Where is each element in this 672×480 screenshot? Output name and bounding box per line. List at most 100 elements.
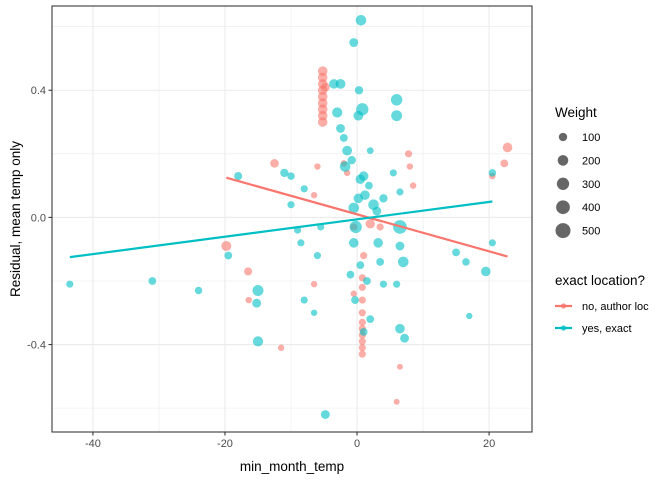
point-exact — [348, 238, 359, 248]
point-author-loc — [406, 163, 414, 170]
point-exact — [280, 168, 289, 178]
point-exact — [395, 241, 405, 251]
point-author-loc — [358, 283, 366, 291]
plot-border — [51, 5, 533, 433]
point-exact — [372, 206, 382, 216]
point-exact — [462, 258, 470, 266]
point-exact — [365, 181, 373, 190]
point-exact — [397, 256, 409, 268]
point-exact — [349, 38, 359, 47]
point-exact — [234, 172, 243, 181]
y-tick-label: -0.4 — [27, 340, 46, 352]
point-author-loc — [314, 163, 321, 170]
point-exact — [335, 78, 346, 89]
size-legend-key — [555, 223, 571, 239]
point-exact — [373, 238, 383, 248]
color-legend-label: yes, exact — [582, 323, 632, 335]
point-exact — [194, 286, 203, 295]
point-exact — [359, 327, 368, 336]
point-exact — [379, 280, 388, 288]
point-author-loc — [358, 318, 366, 326]
point-exact — [300, 296, 308, 304]
point-author-loc — [350, 290, 357, 297]
point-exact — [452, 248, 460, 257]
size-legend-key — [558, 132, 568, 142]
x-tick-label: 0 — [354, 438, 360, 450]
point-exact — [400, 333, 410, 343]
point-author-loc — [358, 337, 366, 345]
data-points — [66, 15, 513, 419]
point-author-loc — [320, 82, 330, 92]
point-exact — [224, 251, 233, 260]
point-exact — [148, 277, 157, 285]
point-author-loc — [245, 296, 252, 304]
point-exact — [395, 323, 405, 334]
point-exact — [480, 266, 491, 277]
point-author-loc — [393, 398, 400, 405]
point-exact — [313, 251, 321, 260]
trend-line-exact — [69, 200, 493, 259]
point-exact — [355, 15, 367, 26]
point-exact — [347, 156, 356, 165]
color-legend-title: exact location? — [555, 273, 645, 288]
point-exact — [252, 336, 264, 347]
point-exact — [391, 110, 403, 122]
point-exact — [393, 280, 401, 288]
y-axis-title: Residual, mean temp only — [8, 141, 23, 297]
point-exact — [356, 261, 365, 269]
point-exact — [339, 161, 351, 172]
point-author-loc — [396, 363, 403, 370]
size-legend-label: 100 — [582, 132, 600, 144]
point-exact — [358, 171, 369, 181]
point-author-loc — [358, 350, 366, 358]
point-exact — [389, 169, 397, 177]
x-tick-label: -20 — [217, 438, 233, 450]
size-legend-key — [556, 200, 570, 215]
point-author-loc — [310, 191, 318, 199]
color-legend-label: no, author loc — [582, 301, 649, 313]
color-legend-point — [560, 303, 567, 309]
point-exact — [252, 285, 264, 297]
x-axis-title: min_month_temp — [240, 459, 344, 474]
point-exact — [336, 123, 345, 133]
point-exact — [351, 296, 359, 304]
size-legend-label: 200 — [582, 155, 600, 167]
size-legend-key — [556, 177, 570, 190]
point-exact — [390, 94, 403, 106]
point-exact — [376, 258, 385, 266]
point-exact — [332, 107, 343, 118]
point-author-loc — [404, 150, 413, 158]
axes: -40 -20 0 20 -0.4 0.0 0.4 — [27, 85, 495, 450]
point-exact — [353, 193, 364, 204]
size-legend-label: 400 — [582, 202, 600, 214]
point-author-loc — [502, 142, 513, 153]
point-author-loc — [500, 159, 509, 168]
point-exact — [66, 280, 74, 288]
point-exact — [342, 145, 353, 156]
trend-lines — [69, 176, 508, 259]
color-legend-point — [560, 325, 567, 331]
point-exact — [348, 202, 360, 214]
point-exact — [310, 309, 318, 316]
x-tick-label: -40 — [85, 438, 101, 450]
point-exact — [300, 185, 308, 193]
point-exact — [287, 172, 295, 180]
point-exact — [354, 86, 364, 95]
point-exact — [320, 410, 330, 419]
point-author-loc — [358, 296, 366, 304]
point-author-loc — [270, 159, 279, 168]
point-author-loc — [376, 223, 384, 231]
size-legend-key — [557, 155, 569, 166]
point-author-loc — [310, 280, 318, 288]
y-tick-label: 0.0 — [31, 212, 46, 224]
point-author-loc — [360, 251, 368, 260]
point-exact — [396, 188, 404, 196]
point-author-loc — [317, 117, 328, 127]
point-exact — [366, 315, 375, 324]
point-exact — [349, 220, 362, 234]
point-author-loc — [244, 267, 253, 276]
point-exact — [466, 312, 473, 320]
y-tick-label: 0.4 — [31, 85, 46, 97]
point-exact — [339, 134, 348, 142]
